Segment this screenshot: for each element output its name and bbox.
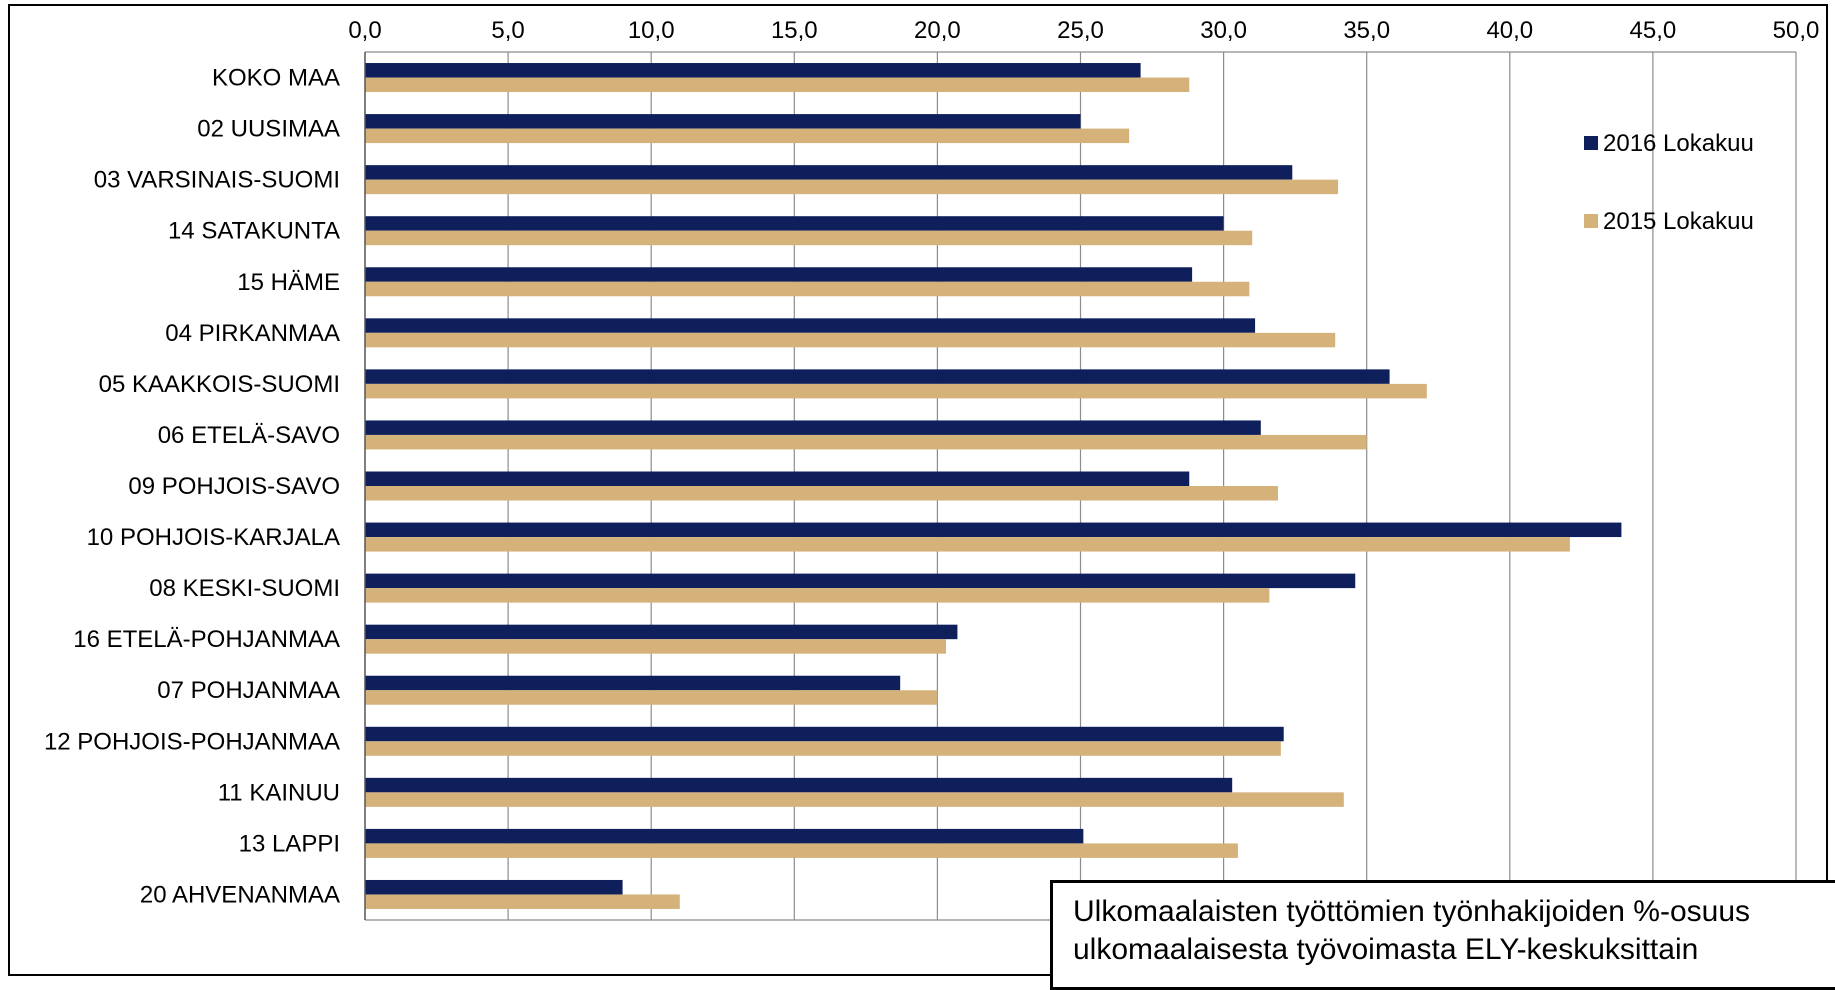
bar-series-1 [365, 879, 623, 895]
bar-series-1 [365, 675, 901, 691]
bar-series-1 [365, 114, 1081, 129]
x-tick-label: 35,0 [1343, 17, 1390, 44]
chart-title-box: Ulkomaalaisten työttömien työnhakijoiden… [1050, 880, 1835, 990]
bar-series-2 [365, 639, 946, 654]
chart-title-line-2: ulkomaalaisesta työvoimasta ELY-keskuksi… [1073, 933, 1699, 966]
bar-series-1 [365, 165, 1293, 180]
category-label: 05 KAAKKOIS-SUOMI [99, 371, 340, 398]
bar-series-2 [365, 537, 1570, 552]
bar-series-2 [365, 894, 680, 909]
category-label: 10 POHJOIS-KARJALA [87, 524, 340, 551]
bar-series-2 [365, 230, 1253, 246]
legend-swatch [1584, 136, 1598, 150]
bar-series-2 [365, 332, 1336, 348]
x-tick-labels: 0,0 5,0 10,0 15,0 20,0 25,0 30,0 35,0 40,0 45,0 50… [348, 17, 1819, 44]
bar-series-1 [365, 216, 1224, 231]
bar-series-2 [365, 588, 1270, 603]
legend-label: 2015 Lokakuu [1603, 208, 1754, 235]
bar-series-2 [365, 281, 1250, 297]
category-label: 14 SATAKUNTA [168, 218, 340, 245]
bar-series-1 [365, 777, 1233, 793]
category-label: 15 HÄME [237, 269, 340, 296]
bar-series-1 [365, 624, 958, 640]
bar-series-2 [365, 690, 938, 705]
category-labels: KOKO MAA 02 UUSIMAA 03 VARSINAIS-SUOMI 14 S… [44, 65, 340, 909]
x-tick-label: 0,0 [348, 17, 381, 44]
category-label: 04 PIRKANMAA [165, 320, 340, 347]
bar-series-2 [365, 383, 1427, 399]
bars [365, 63, 1622, 909]
chart-title-line-1: Ulkomaalaisten työttömien työnhakijoiden… [1073, 895, 1751, 928]
bar-series-1 [365, 726, 1284, 742]
category-label: 13 LAPPI [239, 830, 340, 857]
category-label: 03 VARSINAIS-SUOMI [94, 167, 340, 194]
bar-series-2 [365, 792, 1344, 807]
x-tick-label: 25,0 [1057, 17, 1104, 44]
bar-series-2 [365, 179, 1339, 195]
category-label: 12 POHJOIS-POHJANMAA [44, 728, 340, 755]
bar-series-2 [365, 486, 1278, 501]
x-tick-label: 50,0 [1773, 17, 1820, 44]
category-label: 16 ETELÄ-POHJANMAA [73, 626, 340, 653]
bar-series-1 [365, 369, 1390, 384]
x-tick-label: 40,0 [1486, 17, 1533, 44]
bar-series-2 [365, 77, 1190, 93]
category-label: KOKO MAA [212, 65, 340, 92]
x-tick-label: 20,0 [914, 17, 961, 44]
bar-series-2 [365, 434, 1367, 450]
bar-series-1 [365, 63, 1141, 78]
bar-series-1 [365, 318, 1256, 333]
legend-label: 2016 Lokakuu [1603, 130, 1754, 157]
category-label: 09 POHJOIS-SAVO [128, 473, 340, 500]
category-label: 11 KAINUU [218, 779, 340, 806]
bar-series-1 [365, 828, 1084, 844]
x-tick-label: 30,0 [1200, 17, 1247, 44]
bar-series-1 [365, 573, 1356, 589]
gridlines [507, 52, 1797, 920]
bar-series-1 [365, 471, 1190, 486]
category-label: 20 AHVENANMAA [140, 881, 340, 908]
bar-series-2 [365, 843, 1238, 858]
legend-swatch [1584, 214, 1598, 228]
category-label: 06 ETELÄ-SAVO [158, 422, 340, 449]
bar-series-1 [365, 420, 1261, 435]
legend: 2016 Lokakuu 2015 Lokakuu [1584, 130, 1754, 235]
category-label: 02 UUSIMAA [197, 116, 340, 143]
bar-series-2 [365, 741, 1281, 756]
x-tick-label: 5,0 [491, 17, 524, 44]
x-tick-label: 45,0 [1630, 17, 1677, 44]
x-tick-label: 10,0 [628, 17, 675, 44]
bar-series-1 [365, 267, 1193, 282]
category-label: 07 POHJANMAA [157, 677, 340, 704]
bar-series-1 [365, 522, 1622, 538]
bar-series-2 [365, 128, 1130, 144]
category-label: 08 KESKI-SUOMI [149, 575, 340, 602]
x-tick-label: 15,0 [771, 17, 818, 44]
